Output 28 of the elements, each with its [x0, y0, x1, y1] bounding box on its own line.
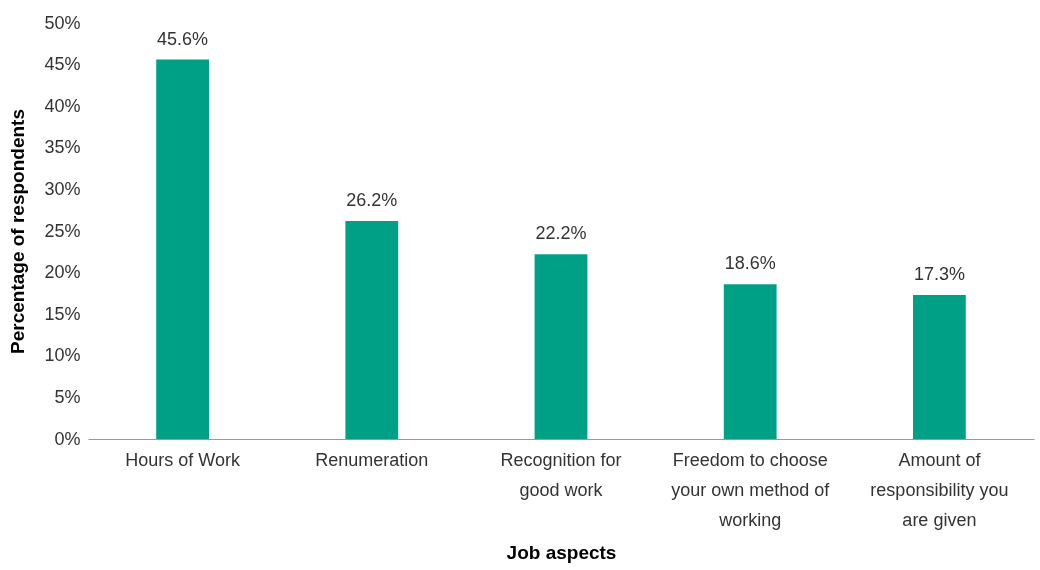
data-label: 18.6%: [724, 253, 776, 274]
y-tick-label: 0%: [54, 428, 81, 449]
data-label: 45.6%: [157, 28, 209, 49]
x-tick-label: Hours of Work: [125, 449, 241, 470]
bar: [156, 59, 209, 439]
y-tick-label: 30%: [44, 178, 81, 199]
y-tick-label: 50%: [44, 12, 81, 33]
y-tick-label: 20%: [44, 262, 81, 283]
data-label: 17.3%: [913, 264, 965, 285]
y-tick-label: 5%: [54, 386, 81, 407]
y-tick-label: 10%: [44, 345, 81, 366]
bar: [534, 254, 588, 439]
y-tick-label: 40%: [44, 95, 81, 116]
x-axis-title: Job aspects: [506, 541, 617, 563]
y-tick-label: 25%: [44, 220, 81, 241]
y-tick-label: 45%: [44, 54, 81, 75]
data-label: 22.2%: [535, 223, 587, 244]
bar: [913, 295, 966, 439]
x-tick-label: Recognition for good work: [500, 449, 622, 500]
bar: [345, 221, 399, 439]
x-tick-label: Amount of responsibility you are given: [870, 449, 1009, 530]
x-tick-label: Freedom to choose your own method of working: [671, 449, 831, 530]
data-label: 26.2%: [346, 190, 398, 211]
y-axis-title: Percentage of respondents: [7, 109, 29, 354]
bar: [723, 284, 777, 439]
x-tick-label: Renumeration: [315, 449, 429, 470]
y-tick-label: 15%: [44, 303, 81, 324]
y-tick-label: 35%: [44, 137, 81, 158]
